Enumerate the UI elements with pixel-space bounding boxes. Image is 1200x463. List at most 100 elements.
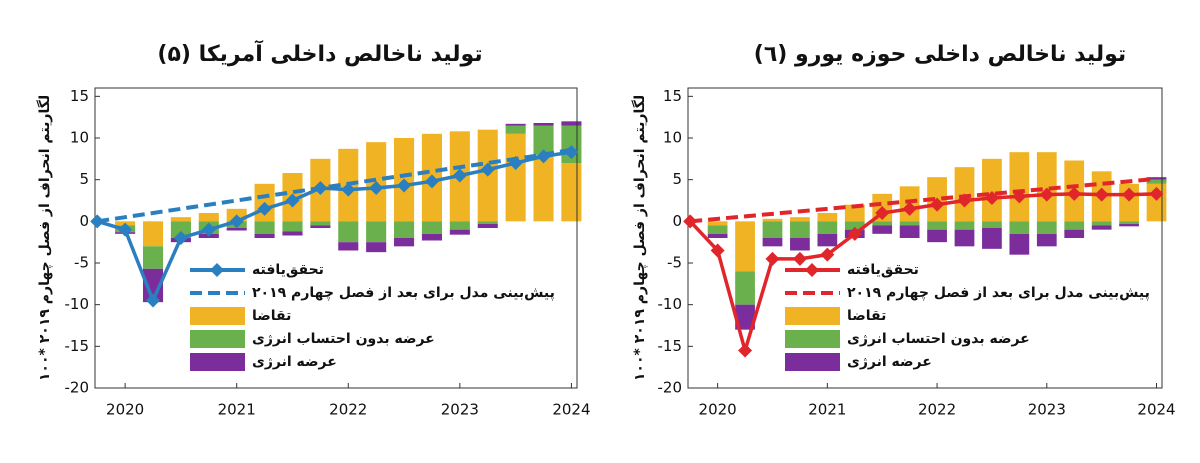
bar-segment [198,213,219,222]
line-marker [1094,187,1109,202]
line-marker [902,201,917,216]
bar-segment [533,154,554,222]
bar-segment [505,123,526,126]
line-marker [792,251,807,266]
x-tick-label: 2022 [329,401,367,419]
bar-segment [338,242,359,251]
legend-label: عرضه بدون احتساب انرژی [847,331,1030,347]
bar-segment [533,123,554,126]
line [690,176,1157,224]
bar-segment [170,217,191,222]
bar-segment [394,238,415,247]
bar-segment [1146,177,1167,180]
bar-segment [477,221,498,224]
bar-segment [1036,152,1057,222]
legend-swatch [190,307,245,325]
x-tick-label: 2023 [1028,401,1066,419]
x-tick-label: 2020 [699,401,737,419]
x-tick-label: 2024 [1137,401,1175,419]
line-marker [930,197,945,212]
bar-segment [282,221,303,232]
bar-segment [899,225,920,238]
bar-segment [817,213,838,222]
bar-segment [872,221,893,226]
legend-label: تحقق‌یافته [847,262,919,278]
bar-segment [1009,233,1030,255]
legend-swatch [190,353,245,371]
x-tick-label: 2021 [218,401,256,419]
bar-segment [170,221,191,238]
bar-segment [310,225,331,228]
plot-frame [94,87,578,389]
line-marker [341,182,356,197]
y-tick-label: 5 [79,170,89,188]
bar-segment [338,221,359,243]
bar-segment [954,229,975,247]
y-tick-label: -20 [65,379,90,397]
bar-segment [790,221,810,238]
bar-segment [790,217,810,222]
y-tick-label: -15 [65,337,90,355]
y-tick-label: 0 [672,212,682,230]
y-tick-label: -5 [74,254,89,272]
y-tick-label: -15 [658,337,683,355]
y-axis-label: ۱۰۰* لگاریتم انحراف از فصل چهارم ۲۰۱۹ [36,95,53,381]
line-marker [820,247,835,262]
bar-segment [790,238,810,251]
bar-segment [1091,225,1112,230]
line-marker [285,193,300,208]
bar-segment [954,221,975,230]
line-marker [847,226,862,241]
bar-segment [707,221,728,226]
bar-segment [533,125,554,155]
bar-segment [1146,179,1167,184]
legend-label: عرضه انرژی [847,354,932,370]
legend-label: تقاضا [847,308,886,324]
legend-swatch [190,330,245,348]
line-marker [229,214,244,229]
bar-segment [505,125,526,134]
legend-label: پیش‌بینی مدل برای بعد از فصل چهارم ۲۰۱۹ [252,285,555,301]
bar-segment [1119,223,1139,227]
bar-segment [142,246,164,269]
bar-segment [1036,233,1057,247]
y-tick-label: -5 [667,254,682,272]
line-marker [480,162,495,177]
plot-frame [687,87,1163,389]
bar-segment [844,221,865,230]
line-marker [452,168,467,183]
bar-segment [1119,221,1139,224]
bar-segment [735,271,755,305]
bar-segment [142,268,164,303]
bar-segment [1064,229,1085,238]
bar-segment [254,233,275,238]
bar-segment [282,231,303,236]
line-marker [765,251,780,266]
bar-segment [927,229,947,243]
legend-label: تحقق‌یافته [252,262,324,278]
line [96,150,572,306]
line-marker [369,181,384,195]
legend-marker [805,263,819,277]
x-tick-label: 2020 [106,401,144,419]
y-tick-label: -10 [658,295,683,313]
y-tick-label: 15 [663,87,682,105]
legend-swatch [785,307,840,325]
bar-segment [449,221,470,230]
bar-segment [817,221,838,234]
y-tick-label: 0 [79,212,89,230]
bar-segment [982,158,1002,222]
bar-segment [817,233,838,247]
line-marker [118,222,133,237]
bar-segment [735,221,755,272]
legend-label: تقاضا [252,308,291,324]
bar-segment [872,225,893,234]
line-marker [424,174,439,189]
line-marker [146,293,161,308]
bar-segment [982,221,1002,228]
bar-segment [366,221,387,243]
bar-segment [561,163,582,222]
bar-segment [254,221,275,234]
bar-segment [142,221,164,247]
bar-segment [927,221,947,230]
